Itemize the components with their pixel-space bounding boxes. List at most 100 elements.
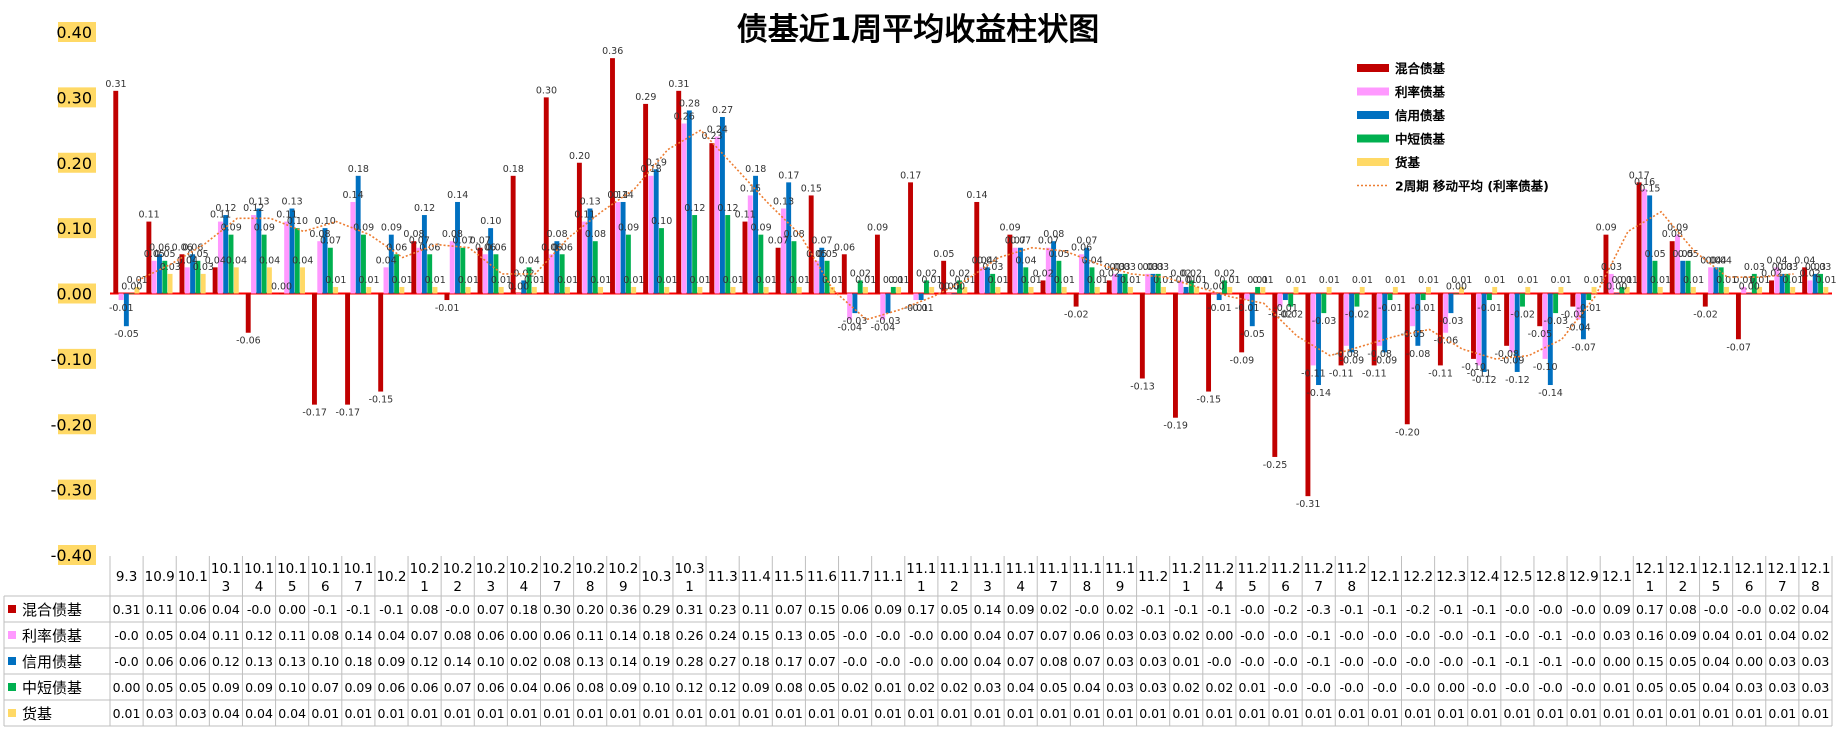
data-label: 0.03 bbox=[1772, 262, 1793, 273]
x-category-label: 12.2 bbox=[1403, 569, 1433, 585]
bar bbox=[1603, 234, 1609, 294]
x-category-label: 11.3 bbox=[708, 569, 738, 585]
table-cell: -0.0 bbox=[909, 628, 933, 643]
bar bbox=[1619, 286, 1625, 294]
x-category-label: 10.2 bbox=[509, 561, 539, 577]
data-label: -0.08 bbox=[1495, 349, 1520, 360]
bar bbox=[167, 273, 173, 294]
data-label: 0.09 bbox=[1596, 223, 1617, 234]
bar bbox=[245, 293, 251, 333]
table-cell: 0.07 bbox=[1007, 628, 1035, 643]
y-tick-highlight bbox=[58, 218, 96, 239]
x-category-label: 10.2 bbox=[410, 561, 440, 577]
table-cell: 0.01 bbox=[1636, 706, 1664, 721]
bar bbox=[1239, 293, 1245, 353]
data-label: -0.05 bbox=[1400, 329, 1425, 340]
table-cell: 0.18 bbox=[344, 654, 372, 669]
bar bbox=[1481, 293, 1487, 372]
table-cell: 0.02 bbox=[510, 654, 538, 669]
table-cell: 0.01 bbox=[742, 706, 770, 721]
table-cell: 0.13 bbox=[278, 654, 306, 669]
table-cell: 0.01 bbox=[1073, 706, 1101, 721]
y-tick-label: 0.40 bbox=[56, 23, 92, 42]
table-legend-key bbox=[8, 709, 16, 717]
data-label: 0.01 bbox=[1584, 275, 1605, 286]
table-cell: 0.03 bbox=[1768, 680, 1796, 695]
data-label: 0.01 bbox=[1733, 275, 1754, 286]
table-cell: -0.0 bbox=[1373, 628, 1397, 643]
x-category-label: 12.9 bbox=[1569, 569, 1599, 585]
table-cell: -0.1 bbox=[313, 602, 337, 617]
table-cell: 0.04 bbox=[1702, 680, 1730, 695]
bar bbox=[753, 175, 758, 294]
table-cell: 0.01 bbox=[576, 706, 604, 721]
table-cell: 0.05 bbox=[1636, 680, 1664, 695]
table-cell: 0.05 bbox=[179, 680, 207, 695]
data-label: -0.09 bbox=[1230, 355, 1255, 366]
data-label: -0.08 bbox=[1367, 349, 1392, 360]
data-label: 0.06 bbox=[182, 242, 203, 253]
table-cell: 0.09 bbox=[1603, 602, 1631, 617]
bar bbox=[1343, 293, 1349, 346]
bar bbox=[676, 90, 682, 294]
bar bbox=[411, 241, 417, 294]
x-category-label: 11.2 bbox=[1271, 561, 1301, 577]
bar bbox=[990, 273, 996, 294]
bar bbox=[1735, 293, 1741, 340]
data-label: -0.17 bbox=[302, 408, 327, 419]
table-cell: 0.09 bbox=[874, 602, 902, 617]
bar bbox=[1028, 286, 1034, 294]
data-label: 0.08 bbox=[1043, 229, 1064, 240]
bar bbox=[1260, 286, 1266, 294]
table-cell: -0.0 bbox=[1340, 654, 1364, 669]
table-cell: 0.17 bbox=[1636, 602, 1664, 617]
table-cell: 0.03 bbox=[146, 706, 174, 721]
table-cell: 0.01 bbox=[1139, 706, 1167, 721]
bar bbox=[1741, 286, 1747, 294]
data-label: 0.06 bbox=[419, 242, 440, 253]
bar bbox=[1305, 293, 1311, 497]
data-label: 0.01 bbox=[656, 275, 677, 286]
bar bbox=[974, 201, 980, 294]
x-category-label: 1 bbox=[685, 579, 694, 595]
table-cell: 0.01 bbox=[1802, 706, 1830, 721]
table-cell: 0.01 bbox=[1371, 706, 1399, 721]
data-label: -0.03 bbox=[843, 316, 868, 327]
data-label: -0.10 bbox=[1461, 362, 1486, 373]
data-label: 0.27 bbox=[712, 105, 733, 116]
table-cell: 0.01 bbox=[113, 706, 141, 721]
table-cell: -0.0 bbox=[1075, 602, 1099, 617]
data-label: 0.01 bbox=[1319, 275, 1340, 286]
data-label: 0.01 bbox=[1782, 275, 1803, 286]
bar bbox=[233, 267, 239, 294]
data-label: 0.01 bbox=[590, 275, 611, 286]
data-label: 0.09 bbox=[618, 223, 639, 234]
bar bbox=[1802, 267, 1808, 294]
data-label: 0.13 bbox=[773, 197, 794, 208]
table-cell: 0.36 bbox=[609, 602, 637, 617]
x-category-label: 1 bbox=[1646, 579, 1655, 595]
bar bbox=[251, 215, 256, 294]
bar bbox=[317, 241, 323, 294]
bar bbox=[212, 267, 218, 294]
bar bbox=[615, 201, 621, 294]
table-cell: -0.0 bbox=[1373, 680, 1397, 695]
table-row-label: 利率债基 bbox=[22, 627, 82, 645]
table-cell: -0.0 bbox=[909, 654, 933, 669]
x-category-label: 11.7 bbox=[840, 569, 870, 585]
data-label: -0.02 bbox=[1268, 310, 1293, 321]
data-label: 0.04 bbox=[519, 255, 540, 266]
data-label: 0.01 bbox=[1219, 275, 1240, 286]
table-cell: 0.00 bbox=[510, 628, 538, 643]
table-cell: 0.01 bbox=[1603, 706, 1631, 721]
bar bbox=[1089, 267, 1095, 294]
bar bbox=[510, 175, 516, 294]
data-label: 0.01 bbox=[1749, 275, 1770, 286]
data-label: 0.01 bbox=[623, 275, 644, 286]
data-label: 0.14 bbox=[607, 190, 628, 201]
bar bbox=[327, 247, 333, 294]
data-label: 0.10 bbox=[480, 216, 501, 227]
data-label: 0.14 bbox=[966, 190, 987, 201]
bar bbox=[388, 234, 394, 294]
